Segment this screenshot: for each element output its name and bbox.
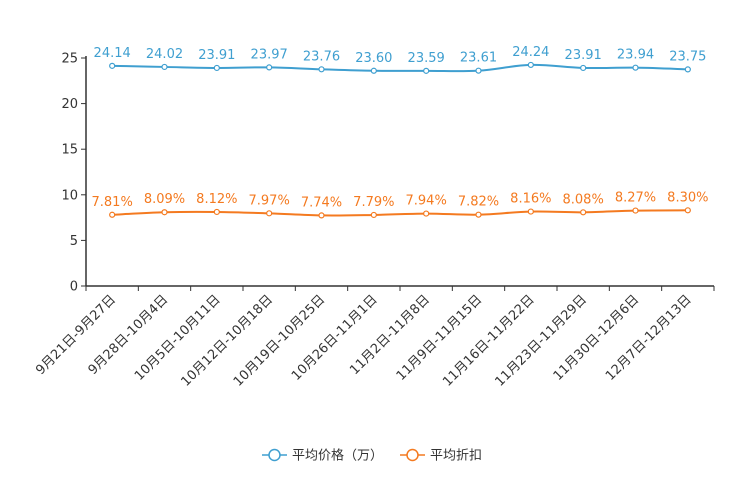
legend-item-avg-price[interactable]: 平均价格（万） [262, 448, 383, 464]
data-point [527, 208, 534, 215]
data-label: 23.91 [565, 48, 602, 63]
data-label: 23.76 [303, 49, 340, 64]
data-label: 7.97% [249, 193, 290, 208]
data-label: 24.14 [94, 46, 131, 61]
y-tick-label: 10 [61, 188, 78, 203]
data-label: 23.75 [669, 49, 706, 64]
data-point [266, 64, 273, 71]
data-point [684, 66, 691, 73]
series-avg-price: 24.14 24.02 23.91 23.97 23.76 23.60 23.59 23.61… [94, 45, 706, 74]
data-label: 8.30% [667, 190, 708, 205]
legend-item-avg-discount[interactable]: 平均折扣 [400, 449, 482, 464]
data-label: 8.09% [144, 192, 185, 207]
data-point [580, 64, 587, 72]
chart-series: 24.14 24.02 23.91 23.97 23.76 23.60 23.59 23.61… [92, 45, 708, 219]
y-tick-label: 15 [61, 143, 78, 158]
data-point [318, 212, 325, 219]
data-point [213, 208, 220, 216]
data-point [527, 61, 534, 69]
data-point [161, 209, 168, 216]
legend-marker [268, 448, 281, 462]
data-point [475, 67, 482, 74]
data-point [370, 67, 377, 74]
series-line [112, 63, 688, 73]
data-label: 7.94% [406, 194, 447, 209]
data-label: 8.16% [510, 192, 551, 207]
data-label: 8.27% [615, 191, 656, 206]
data-point [423, 67, 430, 74]
data-label: 8.08% [563, 192, 604, 207]
y-tick-label: 5 [70, 234, 78, 249]
data-label: 23.94 [617, 48, 654, 63]
data-label: 7.82% [458, 195, 499, 210]
y-tick-label: 20 [61, 97, 78, 112]
data-point [684, 207, 691, 214]
data-label: 24.24 [512, 45, 549, 60]
chart-axes: 0 5 10 15 20 25 [61, 52, 715, 295]
data-point [632, 207, 639, 214]
legend-label: 平均折扣 [430, 449, 482, 464]
data-point [109, 211, 116, 218]
data-label: 23.61 [460, 51, 497, 66]
data-point [213, 64, 220, 72]
x-tick-label: 11月23日-11月29日 [493, 292, 590, 389]
data-label: 7.74% [301, 195, 342, 210]
data-point [318, 66, 325, 73]
y-tick-label: 0 [70, 280, 78, 295]
y-tick-label: 25 [61, 52, 78, 67]
data-point [370, 211, 377, 219]
legend-marker [406, 448, 419, 462]
x-tick-label: 10月12日-10月18日 [179, 292, 276, 389]
data-point [109, 62, 116, 69]
data-point [580, 209, 587, 216]
x-tick-label: 10月19日-10月25日 [231, 292, 328, 389]
data-label: 7.79% [353, 195, 394, 210]
data-point [632, 64, 639, 71]
data-label: 23.91 [198, 48, 235, 63]
series-avg-discount: 7.81% 8.09% 8.12% 7.97% 7.74% 7.79% 7.94% 7.82%… [92, 190, 708, 219]
data-label: 23.59 [408, 51, 445, 66]
x-axis-labels: 9月21日-9月27日9月28日-10月4日10月5日-10月11日10月12日… [33, 292, 694, 389]
legend-label: 平均价格（万） [292, 448, 383, 464]
data-label: 8.12% [196, 192, 237, 207]
data-point [423, 210, 430, 217]
data-label: 23.60 [355, 51, 392, 66]
series-line [112, 209, 688, 217]
data-point [161, 63, 168, 71]
data-point [475, 211, 482, 218]
x-tick-label: 11月16日-11月22日 [440, 292, 537, 389]
data-point [266, 210, 273, 217]
data-label: 23.97 [251, 47, 288, 62]
chart-legend[interactable]: 平均价格（万） 平均折扣 [262, 448, 482, 464]
data-label: 7.81% [92, 195, 133, 210]
data-label: 24.02 [146, 47, 183, 62]
